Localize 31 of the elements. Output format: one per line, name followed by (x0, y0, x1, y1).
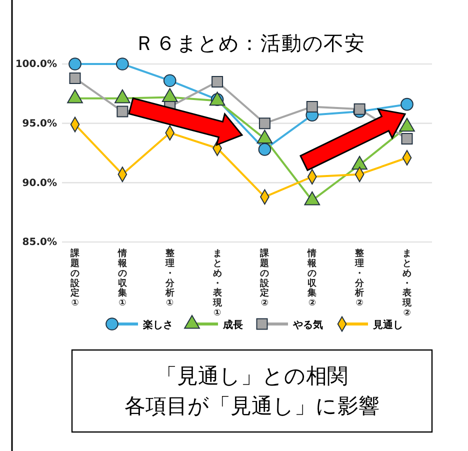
point (163, 74, 176, 88)
legend-label: やる気 (292, 319, 323, 331)
point (354, 103, 366, 115)
x-tick-label: 情報の収集① (116, 248, 128, 309)
y-tick-label: 90.0% (22, 178, 57, 189)
x-tick-label: 情報の収集② (306, 248, 318, 309)
point (258, 143, 272, 156)
text: 「見通し」との相関 (156, 364, 348, 388)
y-tick-label: 95.0% (22, 118, 57, 130)
legend-label: 見通し (372, 319, 403, 331)
x-tick-label: まとめ・表現① (212, 249, 223, 318)
x-tick-label: 整理・分析① (164, 248, 176, 309)
point (68, 58, 82, 70)
legend-label: 成長 (222, 319, 243, 331)
legend-label: 楽しさ (142, 319, 173, 331)
point (258, 118, 270, 130)
text: 各項目が「見通し」に影響 (124, 394, 380, 418)
chart-title: Ｒ６まとめ：活動の不安 (134, 31, 366, 55)
point (116, 106, 128, 118)
x-tick-label: 整理・分析② (354, 248, 366, 309)
x-tick-label: まとめ・表現② (402, 249, 412, 318)
point (306, 100, 318, 112)
point (69, 72, 81, 84)
point (400, 98, 414, 111)
point (116, 58, 129, 70)
x-tick-label: 課題の設定① (70, 248, 80, 309)
y-tick-label: 85.0% (22, 237, 57, 248)
y-tick-label: 100.0% (15, 59, 57, 70)
point (401, 133, 413, 145)
x-tick-label: 課題の設定② (259, 248, 270, 309)
point (212, 76, 224, 88)
